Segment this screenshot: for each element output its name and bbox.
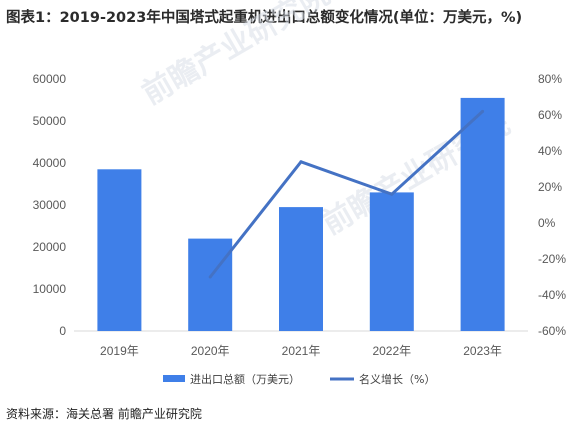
left-tick-label: 10000 xyxy=(33,282,67,296)
watermark: 前瞻产业研究院 前瞻产业研究院 xyxy=(137,0,516,242)
left-tick-label: 0 xyxy=(59,324,66,338)
x-tick-label: 2019年 xyxy=(100,344,139,358)
legend-bar-label: 进出口总额（万美元） xyxy=(190,372,300,386)
source-note: 资料来源：海关总署 前瞻产业研究院 xyxy=(6,407,202,421)
growth-point-2023年 xyxy=(481,109,485,113)
left-tick-label: 60000 xyxy=(33,72,67,86)
right-tick-label: 60% xyxy=(538,108,562,122)
right-tick-label: -20% xyxy=(538,252,566,266)
right-tick-label: 80% xyxy=(538,72,562,86)
x-tick-label: 2023年 xyxy=(463,344,502,358)
bar-2022年 xyxy=(369,192,414,331)
growth-point-2020年 xyxy=(208,275,212,279)
growth-line xyxy=(209,110,484,278)
x-tick-label: 2022年 xyxy=(372,344,411,358)
left-tick-label: 50000 xyxy=(33,114,67,128)
legend-line-label: 名义增长（%） xyxy=(359,372,435,386)
right-tick-label: 0% xyxy=(538,216,556,230)
left-tick-label: 20000 xyxy=(33,240,67,254)
bar-2021年 xyxy=(279,207,323,331)
left-tick-label: 40000 xyxy=(33,156,67,170)
left-tick-label: 30000 xyxy=(33,198,67,212)
right-tick-label: -60% xyxy=(538,324,566,338)
legend: 进出口总额（万美元） 名义增长（%） xyxy=(163,372,435,386)
growth-point-2022年 xyxy=(390,192,394,196)
watermark-text-1: 前瞻产业研究院 xyxy=(137,0,336,112)
right-tick-label: -40% xyxy=(538,288,566,302)
bar-2023年 xyxy=(460,97,505,332)
bar-2020年 xyxy=(188,238,233,331)
x-tick-label: 2021年 xyxy=(282,344,321,358)
growth-point-2021年 xyxy=(299,160,303,164)
legend-bar-swatch xyxy=(163,375,185,382)
chart-title: 图表1：2019-2023年中国塔式起重机进出口总额变化情况(单位：万美元，%) xyxy=(6,10,523,26)
right-tick-label: 20% xyxy=(538,180,562,194)
right-tick-label: 40% xyxy=(538,144,562,158)
bar-2019年 xyxy=(97,169,142,331)
x-tick-label: 2020年 xyxy=(191,344,230,358)
